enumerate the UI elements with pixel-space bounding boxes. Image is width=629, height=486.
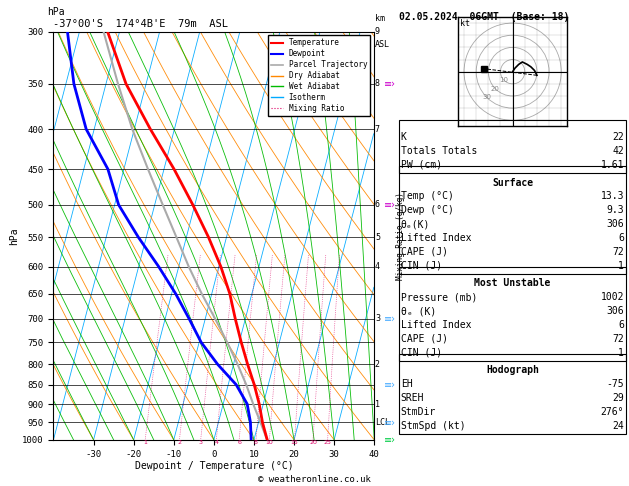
Text: 10: 10 [499,77,508,83]
Text: ASL: ASL [375,40,390,49]
Text: -37°00'S  174°4B'E  79m  ASL: -37°00'S 174°4B'E 79m ASL [53,19,228,29]
Text: 9.3: 9.3 [606,205,624,215]
Text: CAPE (J): CAPE (J) [401,334,448,344]
Text: ≡›: ≡› [384,79,396,89]
Text: K: K [401,132,406,142]
Text: 15: 15 [291,440,298,445]
Text: 8: 8 [254,440,258,445]
Text: StmSpd (kt): StmSpd (kt) [401,421,465,431]
Text: 6: 6 [618,320,624,330]
Text: 306: 306 [606,219,624,229]
Text: © weatheronline.co.uk: © weatheronline.co.uk [258,474,371,484]
Text: Lifted Index: Lifted Index [401,320,471,330]
Text: Pressure (mb): Pressure (mb) [401,292,477,302]
Text: 25: 25 [324,440,331,445]
Text: CAPE (J): CAPE (J) [401,247,448,257]
Text: 10: 10 [265,440,273,445]
Text: 1.61: 1.61 [601,160,624,170]
Text: 7: 7 [375,124,380,134]
Text: 1: 1 [375,399,380,409]
Text: 02.05.2024  06GMT  (Base: 18): 02.05.2024 06GMT (Base: 18) [399,12,570,22]
Text: 42: 42 [612,146,624,156]
Text: 22: 22 [612,132,624,142]
Text: 6: 6 [237,440,241,445]
Text: hPa: hPa [47,7,65,17]
Text: 8: 8 [375,79,380,88]
Text: ≡›: ≡› [384,200,396,210]
Text: 1: 1 [143,440,147,445]
Text: 5: 5 [375,233,380,242]
Text: 30: 30 [482,94,491,101]
Text: θₑ (K): θₑ (K) [401,306,436,316]
Text: -75: -75 [606,380,624,389]
Text: Totals Totals: Totals Totals [401,146,477,156]
Text: 306: 306 [606,306,624,316]
Text: 20: 20 [309,440,317,445]
Text: 13.3: 13.3 [601,191,624,202]
Text: kt: kt [460,19,470,29]
Text: Mixing Ratio (g/kg): Mixing Ratio (g/kg) [396,192,405,279]
Text: 4: 4 [375,262,380,271]
Text: 1: 1 [618,260,624,271]
Text: Hodograph: Hodograph [486,365,539,376]
Text: ≡›: ≡› [384,380,396,390]
Text: 72: 72 [612,247,624,257]
Text: PW (cm): PW (cm) [401,160,442,170]
Text: Dewp (°C): Dewp (°C) [401,205,454,215]
Text: 276°: 276° [601,407,624,417]
Text: 6: 6 [375,200,380,209]
Text: SREH: SREH [401,393,424,403]
Text: θₑ(K): θₑ(K) [401,219,430,229]
Text: 1: 1 [618,348,624,358]
Text: 6: 6 [618,233,624,243]
Text: 3: 3 [375,314,380,323]
Text: Most Unstable: Most Unstable [474,278,551,289]
Text: StmDir: StmDir [401,407,436,417]
Text: LCL: LCL [375,418,390,427]
Text: Lifted Index: Lifted Index [401,233,471,243]
Text: Surface: Surface [492,177,533,188]
Text: 72: 72 [612,334,624,344]
Text: km: km [375,15,385,23]
Text: 20: 20 [491,86,500,92]
Text: Temp (°C): Temp (°C) [401,191,454,202]
Text: 29: 29 [612,393,624,403]
Text: EH: EH [401,380,413,389]
Text: 9: 9 [375,27,380,36]
Text: ≡›: ≡› [384,314,396,324]
Text: 2: 2 [177,440,181,445]
Text: 4: 4 [214,440,218,445]
Legend: Temperature, Dewpoint, Parcel Trajectory, Dry Adiabat, Wet Adiabat, Isotherm, Mi: Temperature, Dewpoint, Parcel Trajectory… [268,35,370,116]
Text: CIN (J): CIN (J) [401,260,442,271]
Text: CIN (J): CIN (J) [401,348,442,358]
Text: ≡›: ≡› [384,417,396,428]
Text: 3: 3 [199,440,203,445]
Text: 24: 24 [612,421,624,431]
Y-axis label: hPa: hPa [9,227,19,244]
Text: ≡›: ≡› [384,435,396,445]
Text: 1002: 1002 [601,292,624,302]
X-axis label: Dewpoint / Temperature (°C): Dewpoint / Temperature (°C) [135,461,293,471]
Text: 2: 2 [375,360,380,369]
